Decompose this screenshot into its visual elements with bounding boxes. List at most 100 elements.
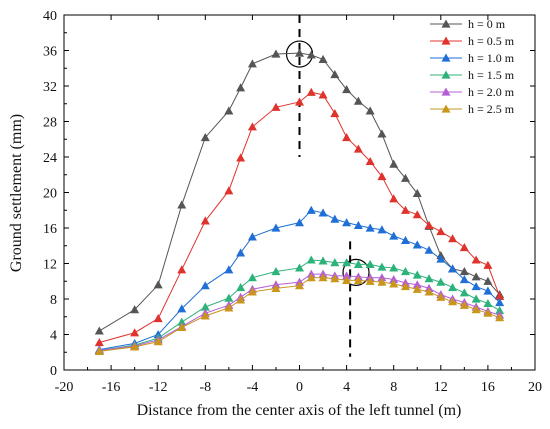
data-point-marker <box>271 102 281 111</box>
data-point-marker <box>471 305 481 314</box>
data-point-marker <box>353 96 363 105</box>
data-point-marker <box>353 275 363 284</box>
data-point-marker <box>236 153 246 162</box>
legend-marker <box>441 104 451 113</box>
y-axis-title: Ground settlement (mm) <box>8 114 25 272</box>
data-point-marker <box>306 273 316 282</box>
data-point-marker <box>236 83 246 92</box>
data-point-marker <box>130 328 140 337</box>
data-point-marker <box>94 346 104 355</box>
annotations <box>285 15 370 357</box>
data-point-marker <box>495 298 505 307</box>
data-point-marker <box>436 227 446 236</box>
data-point-marker <box>247 122 257 131</box>
data-point-marker <box>483 276 493 285</box>
data-point-marker <box>495 291 505 300</box>
data-point-marker <box>400 282 410 291</box>
data-point-marker <box>353 220 363 229</box>
data-point-marker <box>365 223 375 232</box>
y-tick-label: 16 <box>43 222 57 237</box>
data-point-marker <box>412 210 422 219</box>
data-point-marker <box>318 273 328 282</box>
data-point-marker <box>94 337 104 347</box>
data-point-marker <box>459 243 469 252</box>
legend-label: h = 2.0 m <box>468 85 515 99</box>
data-point-marker <box>436 292 446 301</box>
data-point-marker <box>318 54 328 63</box>
data-point-marker <box>389 274 399 284</box>
x-tick-label: 8 <box>390 380 397 395</box>
y-tick-label: 40 <box>43 9 57 24</box>
data-point-marker <box>342 271 352 280</box>
data-point-marker <box>247 273 257 282</box>
x-tick-label: 20 <box>528 380 542 395</box>
data-point-marker <box>377 225 387 234</box>
data-point-marker <box>448 282 458 292</box>
data-point-marker <box>295 263 304 272</box>
data-point-marker <box>247 287 257 296</box>
y-tick-label: 28 <box>43 116 57 131</box>
data-point-marker <box>306 87 316 96</box>
data-point-marker <box>200 311 210 320</box>
data-point-marker <box>389 194 399 203</box>
data-point-marker <box>471 282 481 291</box>
data-point-marker <box>424 274 434 283</box>
data-point-marker <box>130 342 140 351</box>
legend-label: h = 2.5 m <box>468 102 515 116</box>
data-point-marker <box>412 284 422 293</box>
data-point-marker <box>224 265 234 274</box>
data-point-marker <box>177 200 187 209</box>
legend-label: h = 1.5 m <box>468 68 515 82</box>
data-point-marker <box>295 218 304 227</box>
data-point-marker <box>471 294 481 303</box>
x-tick-label: -16 <box>102 380 121 395</box>
y-tick-label: 20 <box>43 187 57 202</box>
data-point-marker <box>483 260 493 269</box>
y-tick-label: 4 <box>50 329 57 344</box>
data-point-marker <box>353 144 363 153</box>
data-point-marker <box>400 205 410 214</box>
data-point-marker <box>400 266 410 276</box>
x-tick-label: -4 <box>247 380 259 395</box>
series-group <box>94 48 505 355</box>
highlight-circle <box>342 258 370 286</box>
data-point-marker <box>424 245 434 254</box>
data-point-marker <box>365 259 375 268</box>
data-point-marker <box>295 281 304 290</box>
data-point-marker <box>200 281 210 290</box>
data-point-marker <box>365 156 375 166</box>
data-point-marker <box>400 173 410 182</box>
data-point-marker <box>236 295 246 304</box>
data-point-marker <box>342 275 352 284</box>
data-point-marker <box>495 313 505 322</box>
axis-ticks: -20 -16 -12 -8 -4 0 4 8 12 16 20 0 4 8 12 16 20 24 28 32 36 4… <box>43 9 542 395</box>
legend-marker <box>441 53 451 62</box>
data-point-marker <box>377 277 387 286</box>
y-tick-label: 32 <box>43 80 57 95</box>
data-point-marker <box>342 85 352 94</box>
data-point-marker <box>377 273 387 282</box>
data-point-marker <box>306 255 316 264</box>
data-point-marker <box>377 129 387 138</box>
data-point-marker <box>271 283 281 292</box>
data-point-marker <box>471 272 481 281</box>
y-tick-label: 36 <box>43 45 57 60</box>
data-point-marker <box>377 172 387 181</box>
data-point-marker <box>177 304 187 313</box>
data-point-marker <box>459 288 469 297</box>
legend-label: h = 0 m <box>468 17 506 31</box>
data-point-marker <box>330 109 340 118</box>
data-point-marker <box>483 298 493 308</box>
data-point-marker <box>200 216 210 225</box>
data-point-marker <box>306 50 316 59</box>
data-point-marker <box>483 286 493 295</box>
x-tick-label: 0 <box>296 380 303 395</box>
y-tick-label: 0 <box>50 364 57 379</box>
data-point-marker <box>318 256 328 265</box>
data-point-marker <box>459 274 469 284</box>
x-tick-label: 16 <box>481 380 495 395</box>
data-point-marker <box>389 279 399 288</box>
data-point-marker <box>94 326 104 335</box>
data-point-marker <box>412 188 422 197</box>
